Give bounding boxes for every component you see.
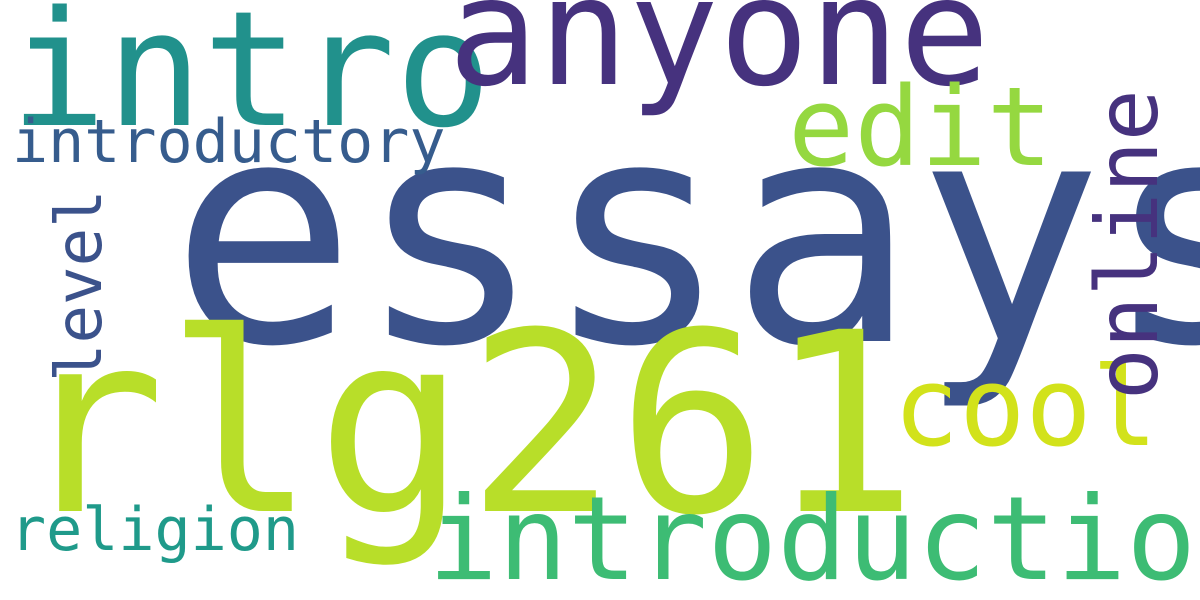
word-intro: intro	[10, 0, 492, 163]
word-introductory: introductory	[12, 107, 446, 177]
word-level: level	[43, 189, 117, 382]
word-online: online	[1078, 89, 1178, 400]
word-essays: essays	[170, 54, 1200, 415]
word-introduction: introduction	[428, 472, 1200, 600]
word-religion: religion	[10, 495, 299, 565]
word-cool: cool	[893, 343, 1158, 471]
word-rlg261: rlg261	[15, 279, 919, 570]
word-anyone: anyone	[448, 0, 990, 120]
word-edit: edit	[788, 63, 1053, 191]
